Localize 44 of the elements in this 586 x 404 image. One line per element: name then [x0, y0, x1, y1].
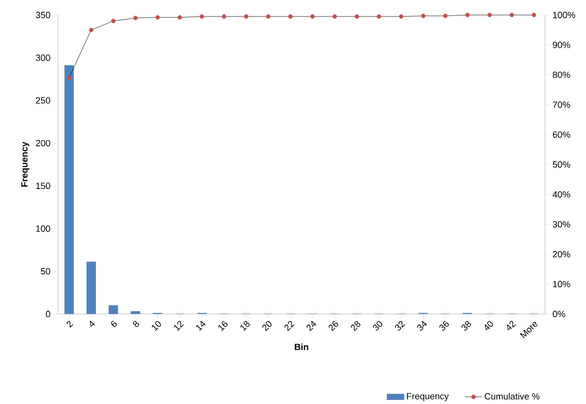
- y2-tick-label: 0%: [552, 310, 566, 318]
- x-tick-label: 10: [152, 321, 161, 331]
- x-tick-label: 24: [306, 320, 316, 332]
- x-tick-label: 22: [284, 321, 295, 332]
- y-tick-label: 150: [36, 182, 50, 190]
- y2-tick-label: 10%: [553, 280, 570, 288]
- legend-label: Frequency: [407, 393, 449, 402]
- y2-tick-label: 80%: [552, 72, 570, 78]
- x-tick-label: 16: [218, 320, 228, 331]
- x-tick-label: 28: [350, 321, 360, 332]
- x-tick-label: 32: [395, 321, 406, 331]
- x-tick-label: 30: [372, 321, 382, 331]
- x-tick-label: 38: [461, 321, 472, 331]
- y-tick-label: 0: [46, 310, 50, 318]
- x-tick-label: 18: [240, 321, 250, 331]
- y-tick-label: 300: [36, 54, 50, 61]
- y2-tick-label: 40%: [552, 191, 570, 198]
- y-tick-label: 50: [40, 268, 50, 274]
- x-tick-label: 36: [439, 320, 449, 331]
- y-tick-label: 250: [36, 97, 50, 104]
- y2-tick-label: 50%: [552, 161, 570, 168]
- x-tick-label: 6: [111, 320, 117, 327]
- y-tick-label: 100: [36, 225, 50, 232]
- legend-label: Cumulative %: [484, 392, 540, 400]
- x-tick-label: 40: [484, 321, 493, 330]
- x-tick-label: 8: [132, 321, 139, 327]
- x-tick-label: 42: [506, 321, 516, 330]
- x-tick-label: 26: [328, 320, 338, 332]
- x-tick-label: 34: [417, 320, 427, 331]
- x-tick-label: 20: [262, 321, 272, 332]
- y-tick-label: 350: [36, 12, 50, 18]
- y2-tick-label: 60%: [552, 131, 570, 138]
- x-tick-label: 4: [90, 320, 95, 327]
- x-tick-label: 2: [66, 321, 74, 328]
- y-tick-label: 200: [36, 140, 50, 146]
- y2-tick-label: 70%: [552, 102, 570, 108]
- y2-tick-label: 30%: [552, 221, 570, 228]
- x-axis-title: Bin: [294, 344, 308, 350]
- y2-tick-label: 100%: [553, 12, 576, 18]
- x-tick-label: 14: [196, 320, 206, 331]
- y-axis-title: Frequency: [21, 142, 30, 187]
- x-tick-label: 12: [174, 321, 184, 331]
- y2-tick-label: 20%: [552, 251, 570, 258]
- y2-tick-label: 90%: [552, 42, 570, 48]
